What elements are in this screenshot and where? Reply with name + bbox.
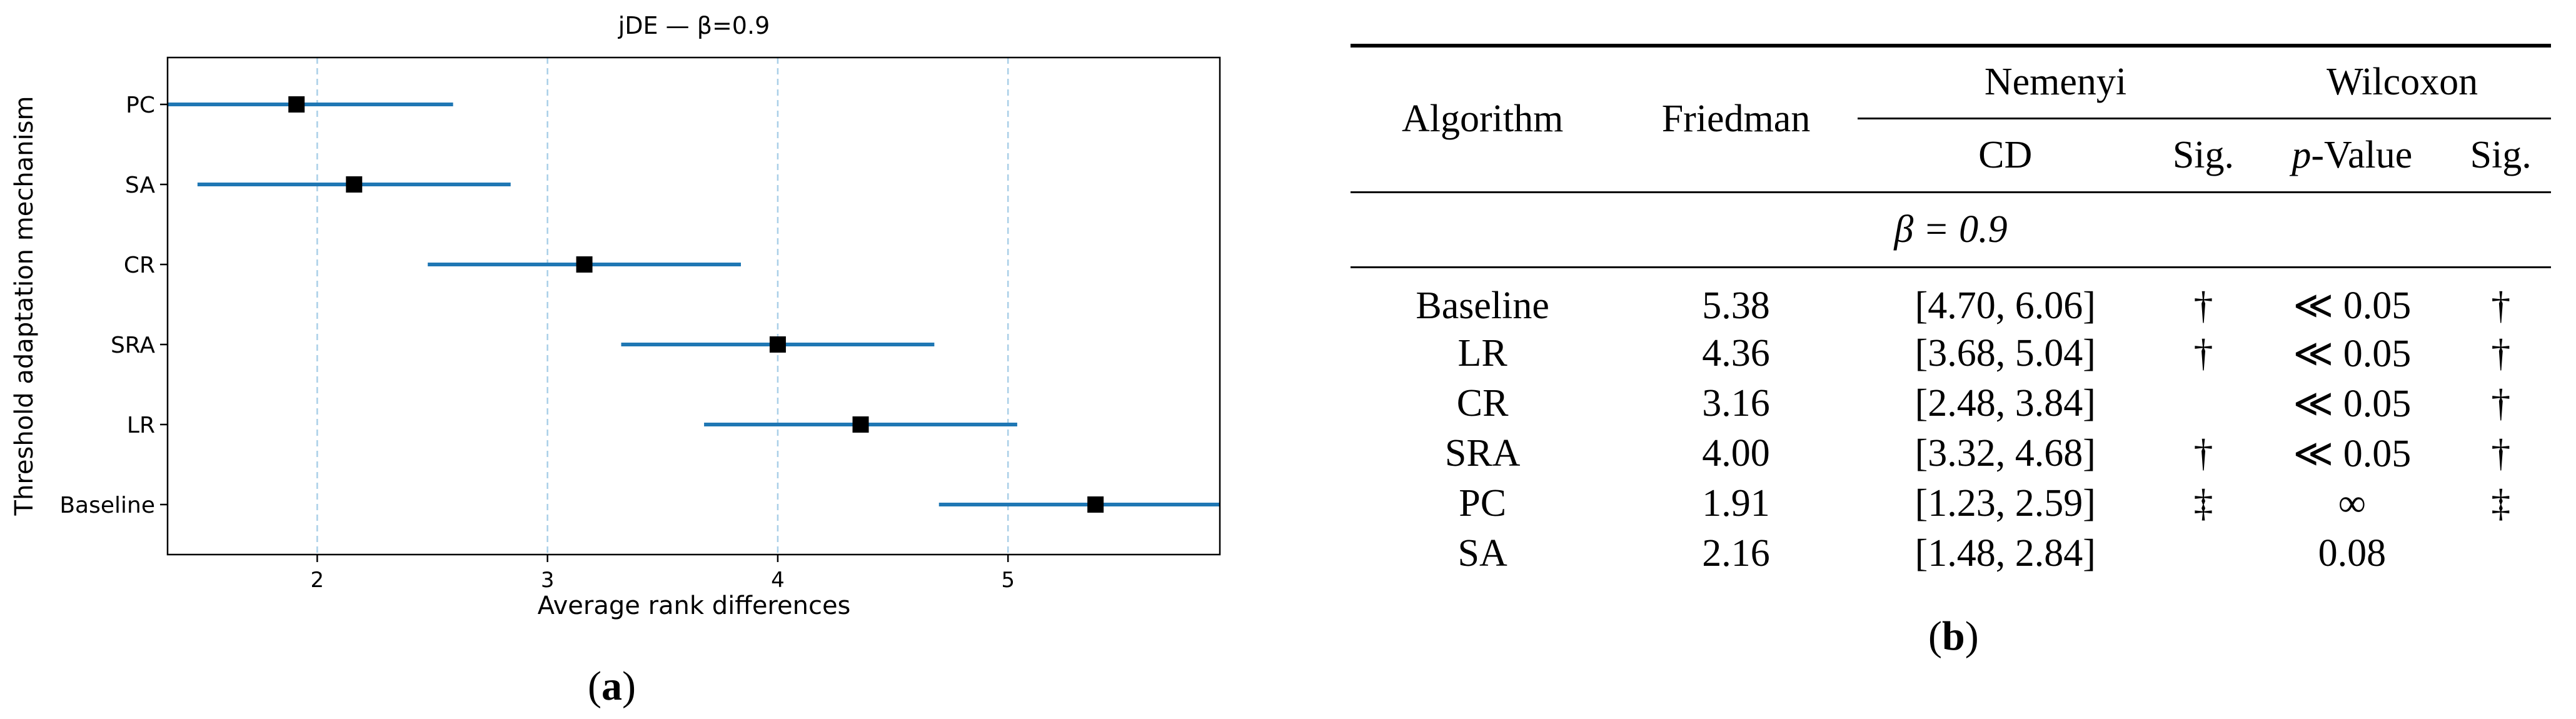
- panel-b-caption-letter: b: [1941, 613, 1965, 659]
- cell-algorithm: Baseline: [1416, 284, 1549, 327]
- grid-lines: [316, 58, 1009, 555]
- cell-friedman: 2.16: [1702, 531, 1770, 575]
- cell-wilcoxon-sig: ‡: [2491, 481, 2511, 525]
- table-row: SRA 4.00 [3.32, 4.68] † ≪ 0.05 †: [1351, 428, 2551, 478]
- panel-a-chart: jDE — β=0.9 PC SA CR SRA LR Baseline 2 3 4 5 Ave…: [10, 12, 1221, 620]
- cell-friedman: 5.38: [1702, 284, 1770, 327]
- cell-friedman: 3.16: [1702, 381, 1770, 425]
- y-tick-label: CR: [124, 253, 155, 278]
- cell-friedman: 4.36: [1702, 331, 1770, 375]
- plot-frame: [166, 56, 1221, 556]
- cell-friedman: 1.91: [1702, 481, 1770, 525]
- cell-algorithm: CR: [1456, 381, 1509, 425]
- cell-wilcoxon-sig: †: [2491, 284, 2511, 327]
- panel-a-caption: (a): [588, 663, 636, 709]
- table-body: Baseline 5.38 [4.70, 6.06] † ≪ 0.05 † LR 4.36 [3…: [1351, 267, 2551, 578]
- cell-p-value: 0.08: [2318, 531, 2387, 575]
- mean-rank-marker: [346, 176, 363, 193]
- cell-nemenyi-sig: ‡: [2193, 481, 2213, 525]
- cell-nemenyi-sig: †: [2193, 284, 2213, 327]
- panel-b-caption: (b): [1928, 613, 1979, 659]
- table-row: PC 1.91 [1.23, 2.59] ‡ ∞ ‡: [1351, 478, 2551, 528]
- mean-rank-marker: [1087, 496, 1104, 513]
- header-row-2: CD Sig. p-Value Sig.: [1351, 118, 2551, 192]
- cell-cd-interval: [3.32, 4.68]: [1914, 431, 2096, 475]
- cell-p-value: ≪ 0.05: [2293, 433, 2412, 475]
- cell-nemenyi-sig: †: [2193, 431, 2213, 475]
- cell-cd-interval: [3.68, 5.04]: [1914, 331, 2096, 375]
- header-algorithm: Algorithm: [1401, 98, 1564, 141]
- cell-p-value: ∞: [2338, 481, 2366, 525]
- y-tick-labels: PC SA CR SRA LR Baseline: [59, 93, 168, 518]
- header-row-1: Algorithm Friedman Nemenyi Wilcoxon: [1351, 46, 2551, 140]
- y-tick-label: SRA: [111, 333, 155, 358]
- y-tick-label: LR: [127, 413, 155, 438]
- cell-algorithm: SRA: [1444, 431, 1521, 475]
- cell-nemenyi-sig: [2153, 528, 2254, 578]
- panel-b-table-container: Algorithm Friedman Nemenyi Wilcoxon CD S…: [1351, 44, 2551, 578]
- cell-algorithm: PC: [1459, 481, 1507, 525]
- table-row: Baseline 5.38 [4.70, 6.06] † ≪ 0.05 †: [1351, 267, 2551, 328]
- mean-rank-marker: [852, 416, 869, 433]
- cell-cd-interval: [1.48, 2.84]: [1914, 531, 2096, 575]
- cell-p-value: ≪ 0.05: [2293, 383, 2412, 425]
- cell-algorithm: SA: [1457, 531, 1507, 575]
- cell-cd-interval: [4.70, 6.06]: [1914, 284, 2096, 327]
- cell-cd-interval: [2.48, 3.84]: [1914, 381, 2096, 425]
- header-p-value: p-Value: [2253, 118, 2450, 192]
- x-tick-label: 5: [1001, 568, 1015, 593]
- cell-p-value: ≪ 0.05: [2293, 333, 2412, 375]
- header-wilcoxon-sig: Sig.: [2470, 133, 2532, 176]
- x-tick-label: 4: [771, 568, 785, 593]
- cell-nemenyi-sig: [2153, 378, 2254, 428]
- mean-rank-marker: [769, 336, 786, 353]
- cell-friedman: 4.00: [1702, 431, 1770, 475]
- table-row: CR 3.16 [2.48, 3.84] ≪ 0.05 †: [1351, 378, 2551, 428]
- panel-a-caption-letter: a: [601, 663, 622, 709]
- cell-p-value: ≪ 0.05: [2293, 284, 2412, 327]
- y-axis-label: Threshold adaptation mechanism: [10, 96, 39, 516]
- cell-algorithm: LR: [1457, 331, 1507, 375]
- x-tick-labels: 2 3 4 5: [311, 555, 1015, 593]
- cell-nemenyi-sig: †: [2193, 331, 2213, 375]
- mean-rank-marker: [576, 256, 593, 273]
- mean-rank-marker: [288, 96, 305, 113]
- table-row: LR 4.36 [3.68, 5.04] † ≪ 0.05 †: [1351, 328, 2551, 378]
- chart-title: jDE — β=0.9: [618, 12, 770, 39]
- header-wilcoxon: Wilcoxon: [2253, 46, 2551, 119]
- y-tick-label: Baseline: [59, 493, 155, 518]
- header-nemenyi-sig: Sig.: [2172, 133, 2235, 176]
- header-nemenyi: Nemenyi: [1857, 46, 2254, 119]
- header-cd: CD: [1978, 133, 2033, 176]
- table-row: SA 2.16 [1.48, 2.84] 0.08: [1351, 528, 2551, 578]
- cell-cd-interval: [1.23, 2.59]: [1914, 481, 2096, 525]
- y-tick-label: PC: [126, 93, 155, 118]
- y-tick-label: SA: [125, 173, 156, 198]
- cell-wilcoxon-sig: [2450, 528, 2551, 578]
- cell-wilcoxon-sig: †: [2491, 331, 2511, 375]
- section-row: β = 0.9: [1351, 192, 2551, 267]
- cell-wilcoxon-sig: †: [2491, 431, 2511, 475]
- x-axis-label: Average rank differences: [538, 591, 851, 620]
- x-tick-label: 2: [311, 568, 325, 593]
- section-label: β = 0.9: [1894, 208, 2008, 251]
- header-p-italic: p: [2292, 133, 2312, 176]
- header-friedman: Friedman: [1661, 98, 1811, 141]
- interval-series: [168, 96, 1220, 513]
- results-table: Algorithm Friedman Nemenyi Wilcoxon CD S…: [1351, 44, 2551, 578]
- x-tick-label: 3: [541, 568, 555, 593]
- cell-wilcoxon-sig: †: [2491, 381, 2511, 425]
- header-p-rest: -Value: [2311, 133, 2413, 176]
